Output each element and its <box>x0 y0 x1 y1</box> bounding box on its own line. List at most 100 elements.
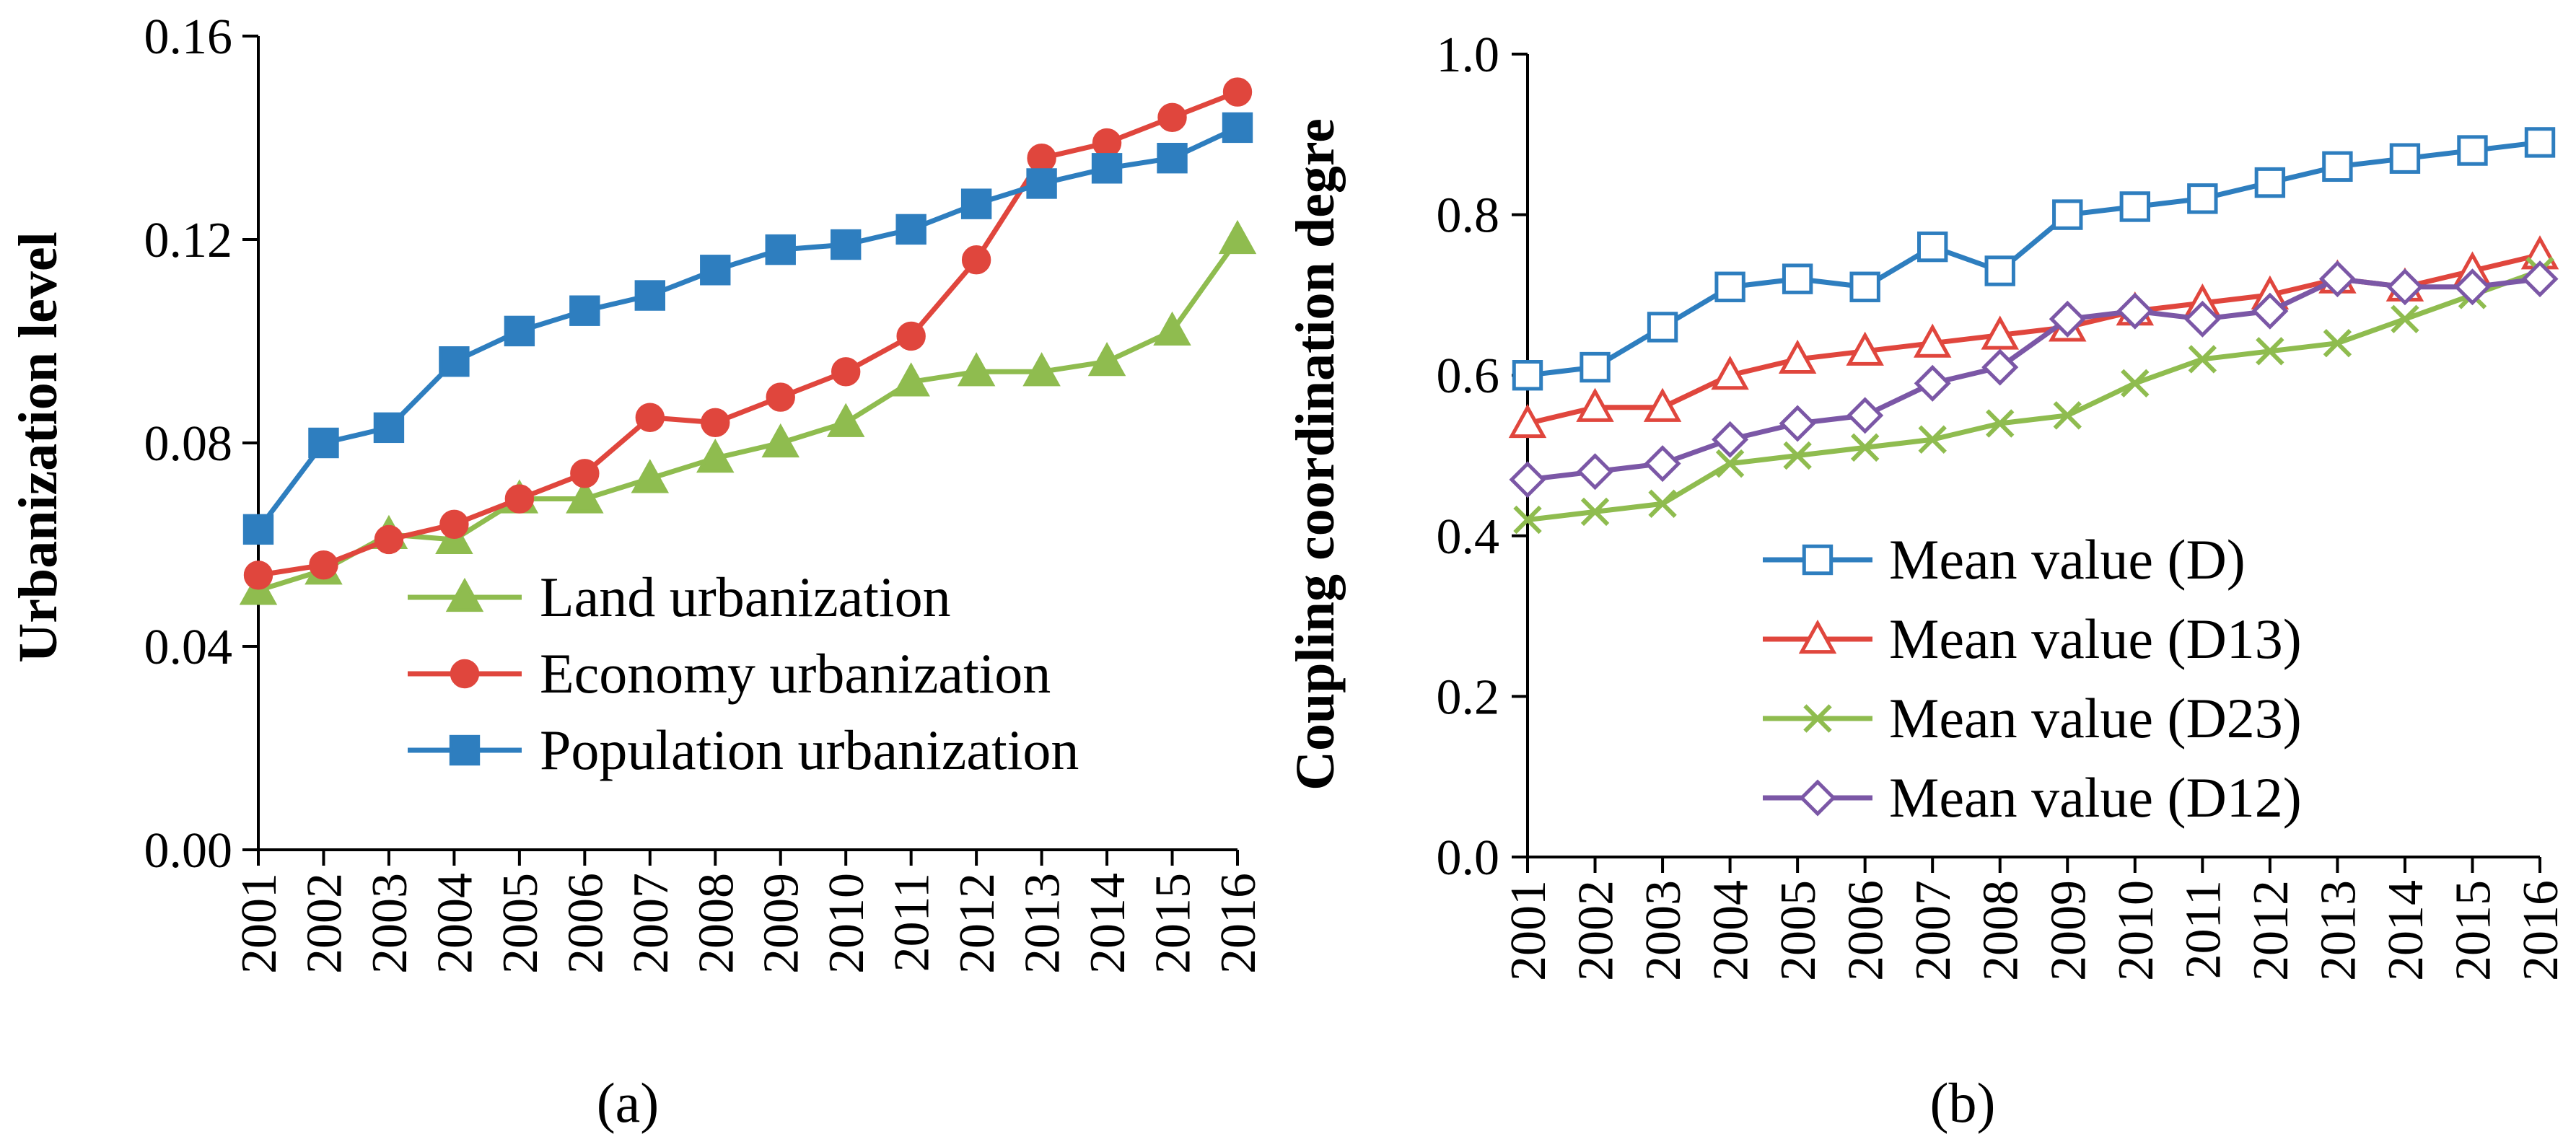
data-point <box>700 255 731 286</box>
data-point <box>566 479 604 514</box>
data-point <box>569 295 600 326</box>
data-point <box>1644 445 1681 483</box>
data-point <box>1222 112 1253 144</box>
x-tick-label: 2015 <box>2445 880 2501 981</box>
data-point <box>2121 369 2150 398</box>
data-point <box>1715 449 1745 478</box>
data-point <box>1918 425 1947 454</box>
x-tick-label: 2011 <box>885 873 940 972</box>
data-point <box>765 234 796 265</box>
data-point <box>1648 489 1677 519</box>
data-point <box>892 362 930 397</box>
legend: Land urbanization Economy urbanization Pop… <box>408 566 1079 781</box>
y-tick-label: 0.16 <box>144 9 233 65</box>
x-tick-label: 2006 <box>558 873 613 974</box>
data-point <box>1087 342 1126 377</box>
data-point <box>634 280 665 311</box>
data-point <box>1513 505 1542 535</box>
data-point <box>1846 331 1884 366</box>
data-point <box>504 315 535 347</box>
x-tick-label: 2001 <box>1501 880 1556 981</box>
y-tick-label: 0.8 <box>1437 188 1500 244</box>
data-point <box>2391 304 2419 334</box>
data-point <box>831 229 862 260</box>
series-line <box>256 125 1239 531</box>
data-point <box>1782 263 1813 294</box>
legend-label: Economy urbanization <box>540 642 1051 705</box>
y-tick-label: 0.04 <box>144 620 233 675</box>
data-point <box>1981 315 2019 350</box>
data-point <box>2318 260 2356 298</box>
y-tick-label: 0.4 <box>1437 509 1500 565</box>
data-point <box>766 382 795 412</box>
panel-label: (a) <box>597 1071 660 1134</box>
data-point <box>1092 128 1122 158</box>
data-point <box>1091 153 1123 184</box>
data-point <box>1157 102 1187 133</box>
data-point <box>2323 328 2352 358</box>
data-point <box>961 245 991 275</box>
series-line <box>1527 252 2541 426</box>
data-point <box>570 459 600 488</box>
y-tick-label: 0.6 <box>1437 348 1500 404</box>
data-point <box>2254 167 2286 198</box>
x-tick-label: 2003 <box>362 873 418 974</box>
data-point <box>1576 453 1614 491</box>
series-line <box>1527 276 2541 483</box>
data-point <box>2183 300 2221 338</box>
x-tick-label: 2003 <box>1636 880 1691 981</box>
x-tick-label: 2016 <box>2513 880 2569 981</box>
data-point <box>1222 77 1253 107</box>
data-point <box>242 514 274 545</box>
data-point <box>1512 360 1543 391</box>
data-point <box>1647 312 1678 343</box>
data-point <box>309 550 338 580</box>
legend-entry: Land urbanization <box>408 566 951 628</box>
legend-marker <box>1802 544 1834 576</box>
x-tick-label: 2010 <box>819 873 875 974</box>
y-tick-label: 0.12 <box>144 213 233 268</box>
x-tick-label: 2011 <box>2176 880 2231 979</box>
series-population-urbanization <box>242 112 1253 545</box>
legend-label: Mean value (D) <box>1889 528 2246 591</box>
data-point <box>2521 260 2559 298</box>
data-point <box>2256 337 2284 366</box>
data-point <box>1027 144 1056 173</box>
data-point <box>439 346 470 377</box>
series-economy-urbanization <box>243 77 1253 590</box>
series-mean-value-d <box>1512 127 2556 391</box>
data-point <box>2386 268 2424 306</box>
data-point <box>2188 345 2217 374</box>
legend-marker <box>449 734 481 766</box>
data-point <box>1986 409 2015 438</box>
data-point <box>504 484 535 514</box>
data-point <box>2052 199 2083 230</box>
legend-marker <box>1803 704 1832 733</box>
x-tick-label: 2006 <box>1839 880 1894 981</box>
series-line <box>257 237 1240 593</box>
x-tick-label: 2009 <box>754 873 810 974</box>
legend-entry: Mean value (D12) <box>1763 766 2302 829</box>
data-point <box>2187 183 2218 214</box>
x-tick-label: 2014 <box>2378 880 2434 981</box>
data-point <box>1984 255 2015 286</box>
y-axis-label: Urbanization level <box>8 232 69 662</box>
legend: Mean value (D) Mean value (D13) Mean value… <box>1763 528 2302 829</box>
data-point <box>2251 292 2289 330</box>
x-tick-label: 2002 <box>297 873 352 974</box>
legend-label: Mean value (D12) <box>1889 766 2302 829</box>
y-axis-label: Coupling coordination degre <box>1285 118 1346 791</box>
x-tick-label: 2012 <box>2243 880 2299 981</box>
legend-marker <box>1798 619 1837 654</box>
y-tick-label: 0.2 <box>1437 669 1500 725</box>
data-point <box>1778 339 1817 374</box>
x-tick-label: 2004 <box>427 873 483 974</box>
x-tick-label: 2007 <box>623 873 679 974</box>
data-point <box>761 423 799 458</box>
data-point <box>831 357 861 387</box>
x-tick-label: 2013 <box>2310 880 2366 981</box>
data-point <box>826 403 865 437</box>
data-point <box>1714 271 1745 302</box>
